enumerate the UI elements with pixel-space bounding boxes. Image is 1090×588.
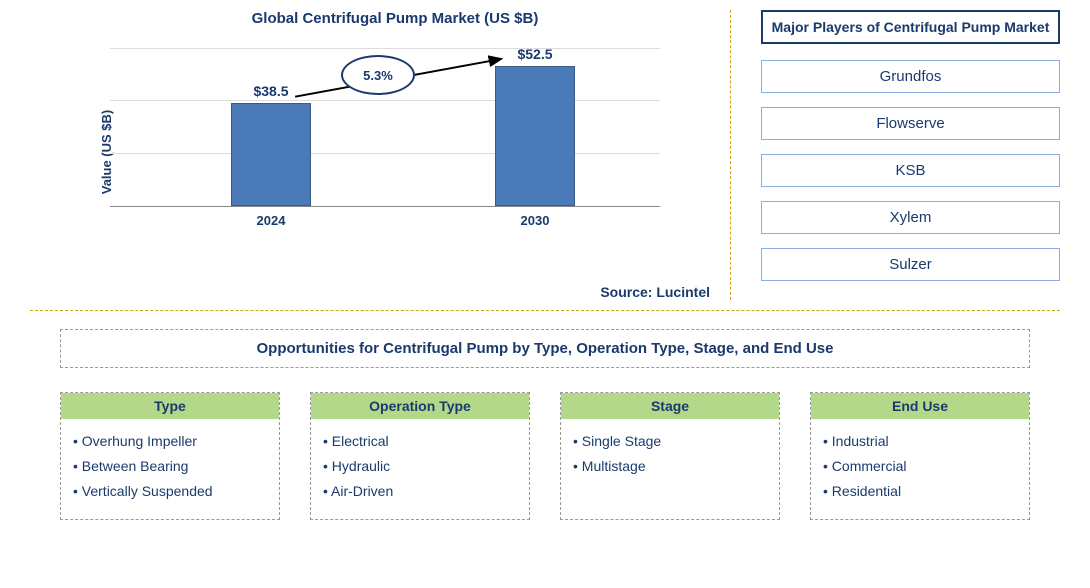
chart-area: Value (US $B) $38.5 2024 $52.5 2030 [110, 47, 660, 257]
player-item: KSB [761, 154, 1060, 187]
chart-title: Global Centrifugal Pump Market (US $B) [90, 10, 700, 27]
col-items: Single Stage Multistage [561, 419, 779, 493]
list-item: Residential [823, 479, 1017, 504]
col-header: Operation Type [311, 393, 529, 419]
col-end-use: End Use Industrial Commercial Residentia… [810, 392, 1030, 520]
source-label: Source: Lucintel [600, 284, 710, 300]
opportunities-section: Opportunities for Centrifugal Pump by Ty… [0, 329, 1090, 520]
growth-rate-badge: 5.3% [341, 55, 415, 95]
list-item: Air-Driven [323, 479, 517, 504]
col-items: Overhung Impeller Between Bearing Vertic… [61, 419, 279, 519]
col-header: Stage [561, 393, 779, 419]
list-item: Vertically Suspended [73, 479, 267, 504]
list-item: Electrical [323, 429, 517, 454]
col-operation-type: Operation Type Electrical Hydraulic Air-… [310, 392, 530, 520]
chart-plot: $38.5 2024 $52.5 2030 5.3% [110, 47, 660, 207]
col-items: Industrial Commercial Residential [811, 419, 1029, 519]
opportunities-title: Opportunities for Centrifugal Pump by Ty… [60, 329, 1030, 368]
horizontal-divider [30, 310, 1060, 311]
list-item: Multistage [573, 454, 767, 479]
list-item: Hydraulic [323, 454, 517, 479]
opportunities-columns: Type Overhung Impeller Between Bearing V… [60, 392, 1030, 520]
chart-panel: Global Centrifugal Pump Market (US $B) V… [0, 0, 730, 310]
xtick-2030: 2030 [495, 213, 575, 228]
col-header: End Use [811, 393, 1029, 419]
list-item: Overhung Impeller [73, 429, 267, 454]
col-stage: Stage Single Stage Multistage [560, 392, 780, 520]
top-section: Global Centrifugal Pump Market (US $B) V… [0, 0, 1090, 310]
list-item: Industrial [823, 429, 1017, 454]
players-title: Major Players of Centrifugal Pump Market [761, 10, 1060, 44]
list-item: Single Stage [573, 429, 767, 454]
player-item: Sulzer [761, 248, 1060, 281]
player-item: Grundfos [761, 60, 1060, 93]
col-type: Type Overhung Impeller Between Bearing V… [60, 392, 280, 520]
col-items: Electrical Hydraulic Air-Driven [311, 419, 529, 519]
xtick-2024: 2024 [231, 213, 311, 228]
list-item: Commercial [823, 454, 1017, 479]
col-header: Type [61, 393, 279, 419]
list-item: Between Bearing [73, 454, 267, 479]
growth-rate-text: 5.3% [363, 68, 393, 83]
player-item: Xylem [761, 201, 1060, 234]
players-panel: Major Players of Centrifugal Pump Market… [731, 0, 1090, 310]
player-item: Flowserve [761, 107, 1060, 140]
